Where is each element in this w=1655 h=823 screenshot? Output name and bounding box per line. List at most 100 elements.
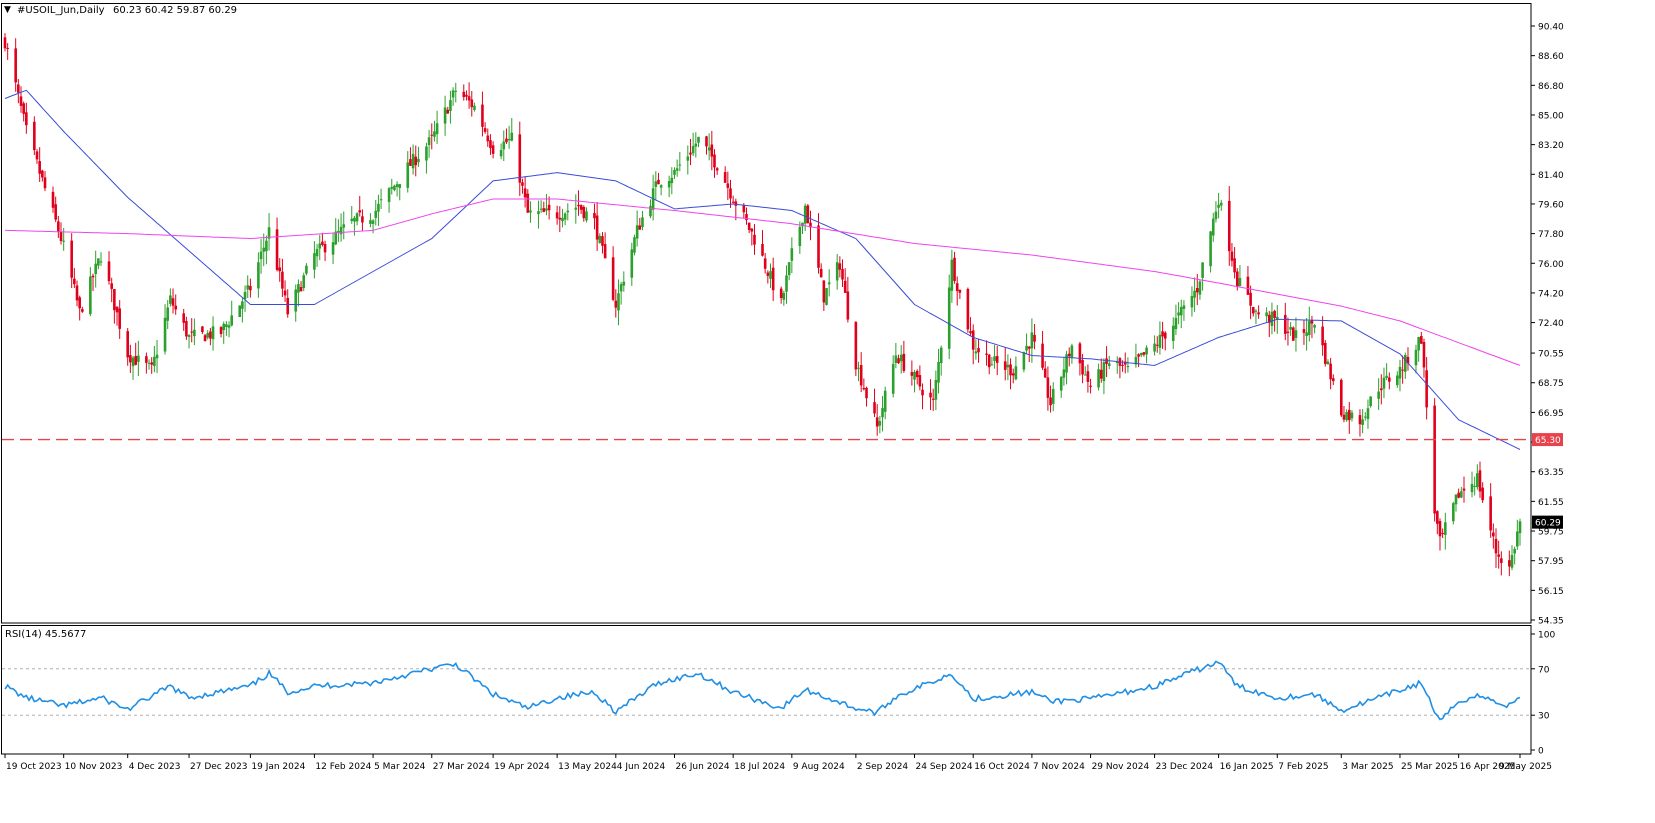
candle bbox=[782, 290, 786, 306]
x-tick-label: 9 Aug 2024 bbox=[793, 762, 845, 772]
candle bbox=[691, 132, 695, 157]
candle bbox=[971, 324, 975, 365]
candle bbox=[1396, 371, 1399, 388]
candle bbox=[1270, 302, 1274, 335]
candle bbox=[113, 288, 116, 324]
candle bbox=[110, 277, 113, 303]
candle bbox=[374, 199, 378, 226]
candle bbox=[377, 194, 380, 227]
svg-text:60.29: 60.29 bbox=[1535, 519, 1561, 529]
candle bbox=[766, 270, 770, 284]
candle bbox=[763, 252, 767, 274]
candle bbox=[1510, 545, 1514, 571]
candle bbox=[227, 321, 231, 338]
candle bbox=[1115, 356, 1119, 374]
candle bbox=[558, 206, 562, 232]
candle bbox=[539, 200, 543, 213]
candle bbox=[313, 241, 316, 279]
candle bbox=[883, 386, 887, 420]
candle bbox=[502, 130, 506, 162]
candle bbox=[430, 123, 434, 150]
y-tick-label: 90.40 bbox=[1538, 23, 1564, 33]
candle bbox=[225, 321, 228, 336]
candle bbox=[417, 146, 420, 167]
candle bbox=[1454, 494, 1458, 512]
candle bbox=[603, 232, 607, 259]
candle bbox=[1516, 519, 1519, 550]
candle bbox=[358, 196, 362, 217]
candle bbox=[433, 120, 436, 142]
candle bbox=[1251, 306, 1255, 317]
candle bbox=[43, 171, 47, 192]
candle bbox=[1211, 212, 1215, 242]
candle bbox=[425, 142, 428, 174]
candle bbox=[585, 207, 588, 223]
candle bbox=[894, 342, 898, 369]
candle bbox=[1033, 324, 1036, 350]
candle bbox=[958, 289, 962, 299]
candle bbox=[243, 285, 247, 312]
candle bbox=[193, 318, 196, 346]
candle bbox=[1441, 528, 1444, 539]
candle bbox=[1497, 540, 1500, 569]
candle bbox=[1310, 315, 1314, 339]
candle bbox=[1126, 357, 1130, 373]
candle bbox=[641, 210, 644, 231]
candle bbox=[118, 300, 121, 339]
symbol-menu-icon[interactable]: ▼ bbox=[4, 5, 11, 15]
candle bbox=[6, 43, 9, 60]
candle bbox=[619, 281, 623, 305]
candle bbox=[1377, 378, 1380, 410]
candle bbox=[1209, 230, 1212, 273]
candle bbox=[115, 306, 119, 326]
candle bbox=[1102, 358, 1106, 395]
candle bbox=[91, 273, 95, 291]
candle bbox=[281, 258, 284, 297]
candle bbox=[931, 388, 935, 411]
candle bbox=[1043, 361, 1047, 378]
candle bbox=[750, 228, 754, 246]
candle bbox=[913, 369, 916, 393]
candle bbox=[41, 169, 44, 182]
candle bbox=[33, 116, 36, 156]
candle bbox=[1476, 464, 1479, 490]
candle bbox=[390, 178, 394, 195]
y-tick-label: 83.20 bbox=[1538, 141, 1564, 151]
candle bbox=[881, 395, 884, 432]
x-tick-label: 19 Apr 2024 bbox=[494, 762, 550, 772]
candle bbox=[1171, 317, 1175, 349]
candle bbox=[1249, 285, 1252, 320]
candle bbox=[1347, 402, 1351, 434]
candle bbox=[1190, 286, 1194, 317]
candle bbox=[337, 219, 340, 243]
candle bbox=[1457, 488, 1460, 499]
candle bbox=[790, 237, 794, 274]
candle bbox=[654, 171, 658, 200]
candle bbox=[489, 134, 492, 155]
candle bbox=[1083, 366, 1087, 376]
y-tick-label: 81.40 bbox=[1538, 171, 1564, 181]
candle bbox=[1508, 550, 1511, 577]
candle bbox=[1492, 523, 1495, 549]
x-tick-label: 16 Jan 2025 bbox=[1220, 762, 1274, 772]
candle bbox=[753, 224, 756, 255]
candle bbox=[969, 317, 972, 336]
candle bbox=[499, 143, 503, 160]
candle bbox=[779, 286, 783, 304]
ohlc-readout: 60.23 60.42 59.87 60.29 bbox=[113, 5, 237, 16]
candle bbox=[1217, 192, 1220, 219]
candle bbox=[710, 130, 714, 171]
y-tick-label: 86.80 bbox=[1538, 82, 1564, 92]
candle bbox=[819, 263, 823, 278]
y-tick-label: 56.15 bbox=[1538, 587, 1564, 597]
x-tick-label: 26 Jun 2024 bbox=[675, 762, 729, 772]
ma-slow-line bbox=[4, 198, 1521, 366]
candle bbox=[1363, 412, 1367, 421]
candle bbox=[331, 233, 335, 264]
candle bbox=[137, 340, 140, 377]
candle bbox=[822, 280, 826, 311]
candle bbox=[467, 82, 471, 109]
candle bbox=[174, 294, 178, 315]
